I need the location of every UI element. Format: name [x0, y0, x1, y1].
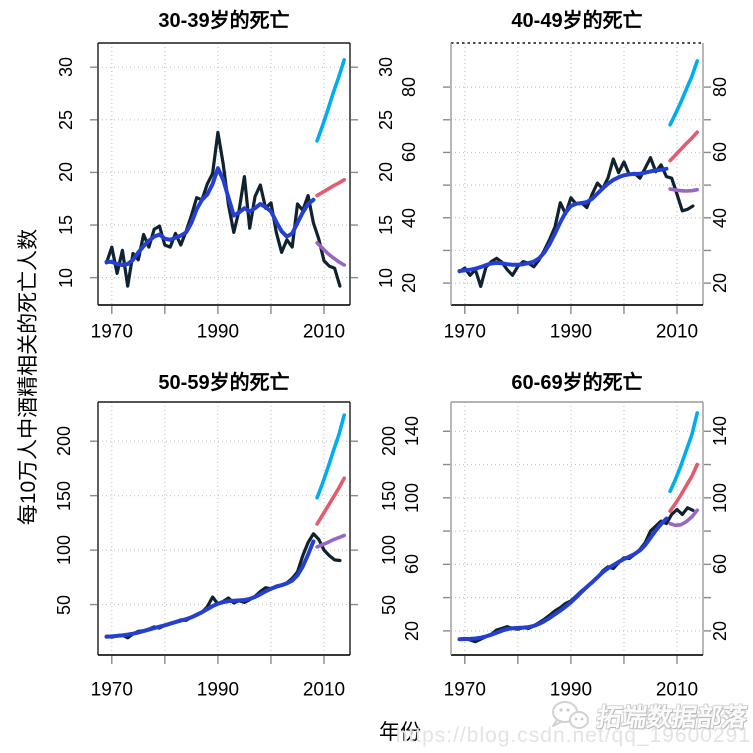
- y-tick-label-left: 20: [402, 620, 422, 641]
- y-tick-label-right: 60: [710, 554, 730, 575]
- panel-3: [90, 401, 358, 664]
- x-tick-label: 1990: [196, 321, 240, 343]
- y-tick-label-left: 60: [402, 554, 422, 575]
- watermark-logo-icon: [551, 701, 589, 729]
- x-tick-label: 2010: [302, 321, 346, 343]
- y-tick-label-left: 60: [399, 142, 419, 163]
- y-axis-title: 每10万人中酒精相关的死亡人数: [17, 228, 40, 526]
- y-tick-label-right: 60: [710, 142, 730, 163]
- y-tick-label-left: 20: [56, 162, 76, 183]
- y-tick-label-right: 150: [379, 480, 399, 511]
- panel-1: [90, 42, 358, 314]
- panel-2: [443, 42, 711, 314]
- y-tick-label-right: 140: [710, 416, 730, 447]
- series-forecast-low: [668, 187, 700, 193]
- series-forecast-mid: [668, 130, 700, 163]
- panel-4: [443, 401, 711, 664]
- x-tick-label: 1970: [443, 679, 486, 701]
- watermark-brand: 拓端数据部落: [594, 704, 749, 732]
- x-tick-label: 1970: [90, 321, 133, 343]
- series-trend: [104, 166, 316, 267]
- y-tick-label-right: 10: [376, 267, 396, 288]
- panel-title: 30-39岁的死亡: [158, 10, 290, 32]
- y-tick-label-left: 100: [402, 482, 422, 513]
- y-tick-label-right: 15: [376, 215, 396, 236]
- y-tick-label-right: 20: [710, 620, 730, 641]
- x-tick-label: 2010: [655, 679, 699, 701]
- y-tick-label-left: 20: [399, 273, 419, 294]
- x-tick-label: 2010: [655, 321, 699, 343]
- series-forecast-mid: [315, 178, 347, 198]
- y-tick-label-left: 150: [54, 480, 74, 511]
- y-tick-label-right: 200: [379, 426, 399, 457]
- series-forecast-mid: [315, 476, 347, 526]
- y-tick-label-right: 50: [379, 594, 399, 615]
- series-trend: [457, 166, 669, 273]
- y-tick-label-right: 30: [376, 57, 396, 78]
- y-tick-label-right: 100: [379, 535, 399, 566]
- series-trend: [457, 516, 669, 642]
- y-tick-label-left: 200: [54, 426, 74, 457]
- y-tick-label-left: 30: [56, 57, 76, 78]
- x-tick-label: 1990: [549, 321, 593, 343]
- y-tick-label-left: 25: [56, 109, 76, 130]
- panel-title: 50-59岁的死亡: [158, 372, 290, 394]
- watermark: 拓端数据部落: [549, 698, 749, 734]
- y-tick-label-right: 80: [710, 77, 730, 98]
- y-tick-label-right: 20: [376, 162, 396, 183]
- x-tick-label: 2010: [302, 679, 346, 701]
- series-forecast-high: [315, 57, 347, 143]
- panel-title: 40-49岁的死亡: [511, 10, 643, 32]
- series-forecast-high: [668, 59, 700, 127]
- series-trend: [104, 539, 316, 639]
- series-forecast-mid: [668, 462, 700, 513]
- x-tick-label: 1970: [443, 321, 486, 343]
- series-observed: [104, 130, 342, 288]
- y-tick-label-right: 20: [710, 273, 730, 294]
- series-forecast-low: [315, 533, 347, 549]
- y-tick-label-left: 100: [54, 535, 74, 566]
- x-tick-label: 1970: [90, 679, 133, 701]
- series-observed: [457, 156, 695, 288]
- x-tick-label: 1990: [196, 679, 240, 701]
- y-tick-label-right: 25: [376, 109, 396, 130]
- x-axis-title: 年份: [379, 721, 421, 744]
- y-tick-label-left: 80: [399, 77, 419, 98]
- y-tick-label-left: 50: [54, 594, 74, 615]
- series-forecast-high: [315, 413, 347, 500]
- series-forecast-low: [315, 241, 347, 267]
- y-tick-label-left: 10: [56, 267, 76, 288]
- series-forecast-high: [668, 411, 700, 494]
- panel-title: 60-69岁的死亡: [511, 372, 643, 394]
- series-observed: [104, 532, 342, 640]
- watermark-url: https://blog.csdn.net/qq_19600291: [395, 724, 751, 747]
- y-tick-label-left: 40: [399, 207, 419, 228]
- y-tick-label-right: 100: [710, 482, 730, 513]
- y-tick-label-right: 40: [710, 207, 730, 228]
- y-tick-label-left: 15: [56, 215, 76, 236]
- x-tick-label: 1990: [549, 679, 593, 701]
- y-tick-label-left: 140: [402, 416, 422, 447]
- series-forecast-low: [668, 508, 700, 528]
